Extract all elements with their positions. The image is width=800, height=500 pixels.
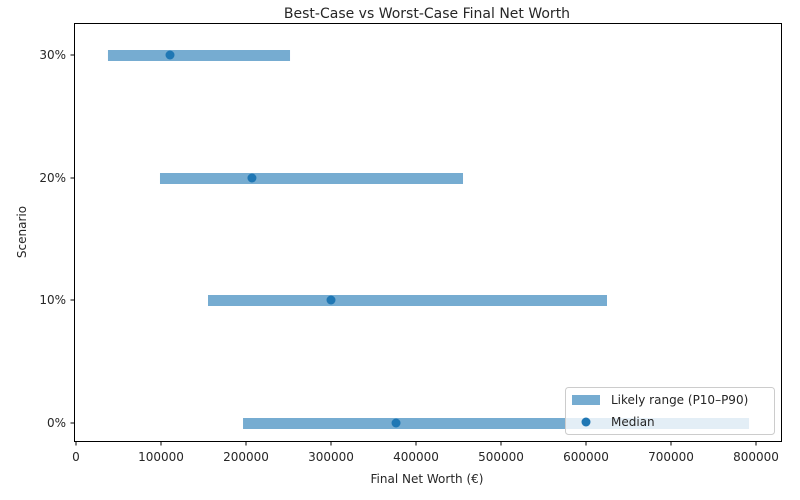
y-tick-label: 30% xyxy=(39,48,66,62)
range-bar-0pct xyxy=(243,418,750,429)
range-bar-30pct xyxy=(107,50,291,61)
legend-median-label: Median xyxy=(611,415,655,429)
y-tick-label: 10% xyxy=(39,293,66,307)
legend-median-marker-icon xyxy=(581,417,591,427)
median-marker-10pct xyxy=(326,295,336,305)
legend-range-label: Likely range (P10–P90) xyxy=(611,393,748,407)
y-tick-label: 20% xyxy=(39,171,66,185)
range-bar-20pct xyxy=(159,173,464,184)
x-tick-label: 0 xyxy=(72,450,80,464)
y-tick-label: 0% xyxy=(47,416,66,430)
median-marker-0pct xyxy=(391,418,401,428)
x-axis: 0 100000 200000 300000 400000 500000 600000 700… xyxy=(72,441,779,464)
range-bar-10pct xyxy=(208,295,607,306)
median-marker-20pct xyxy=(247,173,257,183)
x-tick-label: 700000 xyxy=(648,450,694,464)
x-tick-label: 500000 xyxy=(478,450,524,464)
x-tick-label: 300000 xyxy=(308,450,354,464)
legend: Likely range (P10–P90) Median xyxy=(565,387,775,435)
x-tick-label: 400000 xyxy=(393,450,439,464)
x-tick-label: 100000 xyxy=(138,450,184,464)
axes-frame xyxy=(74,23,782,442)
y-axis-label: Scenario xyxy=(15,206,29,258)
x-tick-label: 200000 xyxy=(223,450,269,464)
legend-range-swatch-icon xyxy=(572,395,600,405)
legend-box xyxy=(565,387,775,435)
x-tick-label: 800000 xyxy=(733,450,779,464)
median-marker-30pct xyxy=(165,50,175,60)
x-axis-label: Final Net Worth (€) xyxy=(371,472,484,486)
y-axis: 0% 10% 20% 30% xyxy=(39,48,75,430)
x-tick-label: 600000 xyxy=(563,450,609,464)
plot-area xyxy=(107,50,750,429)
chart-title: Best-Case vs Worst-Case Final Net Worth xyxy=(284,6,570,22)
